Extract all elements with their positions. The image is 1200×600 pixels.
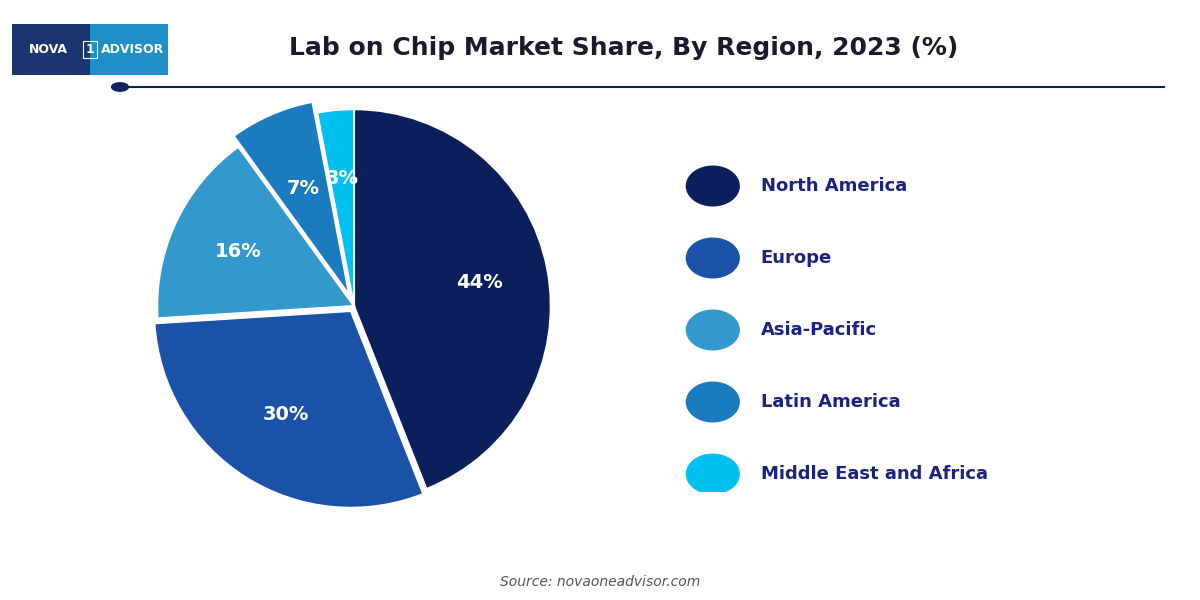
Wedge shape — [317, 109, 354, 306]
Text: North America: North America — [761, 177, 907, 195]
Text: ADVISOR: ADVISOR — [101, 43, 163, 56]
Text: 1: 1 — [85, 43, 95, 56]
Text: Lab on Chip Market Share, By Region, 2023 (%): Lab on Chip Market Share, By Region, 202… — [289, 36, 959, 60]
Text: Source: novaoneadvisor.com: Source: novaoneadvisor.com — [500, 575, 700, 589]
Circle shape — [686, 310, 739, 350]
Text: Middle East and Africa: Middle East and Africa — [761, 465, 988, 483]
Wedge shape — [234, 102, 349, 295]
FancyBboxPatch shape — [90, 24, 168, 75]
Text: 44%: 44% — [456, 272, 503, 292]
Text: Asia-Pacific: Asia-Pacific — [761, 321, 877, 339]
Circle shape — [686, 454, 739, 494]
FancyBboxPatch shape — [12, 24, 90, 75]
Wedge shape — [155, 311, 424, 508]
Circle shape — [686, 166, 739, 206]
Circle shape — [686, 238, 739, 278]
Wedge shape — [354, 109, 551, 489]
Wedge shape — [157, 147, 354, 319]
Text: 3%: 3% — [325, 169, 359, 188]
Text: Europe: Europe — [761, 249, 832, 267]
Text: 16%: 16% — [215, 242, 262, 261]
Text: 7%: 7% — [287, 179, 319, 198]
Text: Latin America: Latin America — [761, 393, 900, 411]
Text: 30%: 30% — [263, 404, 308, 424]
Text: NOVA: NOVA — [29, 43, 67, 56]
Circle shape — [686, 382, 739, 422]
